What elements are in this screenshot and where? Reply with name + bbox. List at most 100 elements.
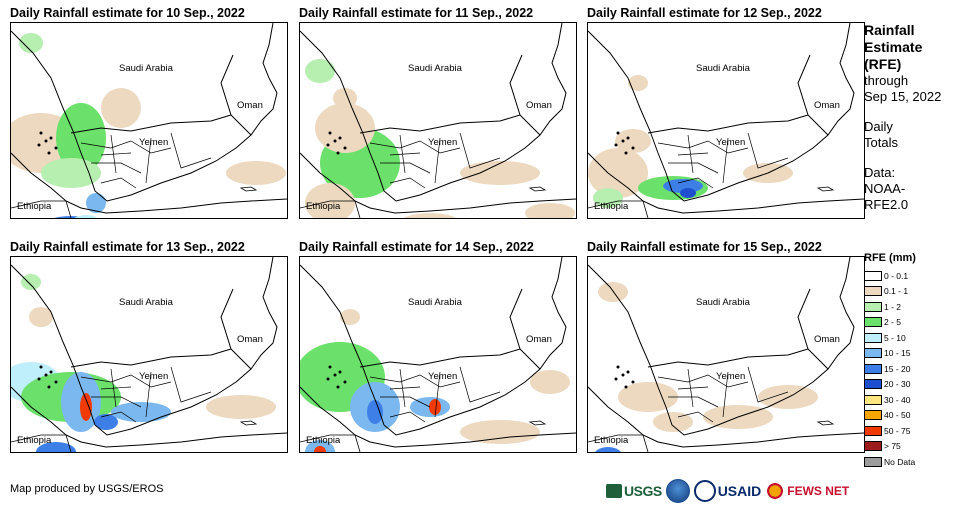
rain-area <box>305 183 355 218</box>
coastline <box>588 257 855 436</box>
island <box>44 373 48 377</box>
map-svg: Saudi ArabiaOmanYemenEthiopiaSomalia <box>11 257 287 452</box>
country-borders <box>647 288 829 370</box>
african-coastline <box>11 386 287 448</box>
country-label: Yemen <box>716 371 745 382</box>
rfe-scale-title: RFE (mm) <box>864 252 916 264</box>
country-label: Yemen <box>716 137 745 148</box>
rainfall-map: Saudi ArabiaOmanYemenEthiopiaSomalia <box>299 22 577 219</box>
legend-swatch <box>864 441 882 452</box>
partner-logos: USGS USAID FEWS NET <box>606 478 849 504</box>
island <box>616 131 620 135</box>
admin-boundaries <box>369 366 501 423</box>
legend: Rainfall Estimate (RFE) through Sep 15, … <box>864 22 964 213</box>
country-label: Saudi Arabia <box>408 297 463 308</box>
africa-borders <box>588 200 649 218</box>
island <box>621 139 625 143</box>
africa-borders <box>300 434 361 452</box>
island <box>343 380 347 384</box>
country-label: Yemen <box>139 137 168 148</box>
fews-sun-icon <box>765 481 786 501</box>
island <box>614 377 618 381</box>
island <box>328 365 332 369</box>
rain-area <box>460 420 540 444</box>
coastline <box>11 257 278 436</box>
island <box>39 365 43 369</box>
rain-area <box>111 402 171 422</box>
legend-item: 40 - 50 <box>864 408 915 424</box>
map-svg: Saudi ArabiaOmanYemenEthiopiaSomalia <box>11 23 287 218</box>
fews-logo-text: FEWS NET <box>787 484 850 498</box>
panel-title: Daily Rainfall estimate for 10 Sep., 202… <box>10 6 245 20</box>
legend-label: 1 - 2 <box>884 301 902 312</box>
legend-label: 30 - 40 <box>884 394 911 405</box>
african-coastline <box>588 152 864 214</box>
legend-title-line: Rainfall <box>864 22 915 38</box>
rain-area <box>680 188 696 198</box>
legend-swatch <box>864 379 882 390</box>
coastline <box>300 23 567 202</box>
coastline <box>588 23 855 202</box>
rain-area <box>305 59 335 83</box>
country-label: Oman <box>237 334 263 345</box>
legend-title: Rainfall Estimate (RFE) <box>864 22 964 73</box>
legend-label: No Data <box>884 456 916 467</box>
legend-swatch <box>864 394 882 405</box>
rain-area <box>101 88 141 128</box>
legend-swatch <box>864 363 882 374</box>
coastline <box>300 257 567 436</box>
legend-item: 0 - 0.1 <box>864 268 915 284</box>
legend-swatch <box>864 348 882 359</box>
africa-borders <box>588 434 649 452</box>
legend-item: 10 - 15 <box>864 346 915 362</box>
island <box>39 131 43 135</box>
rfe-scale: 0 - 0.1 0.1 - 1 1 - 2 2 - 5 5 - 10 10 - 15 15 … <box>864 268 915 470</box>
country-label: Saudi Arabia <box>408 63 463 74</box>
island <box>333 373 337 377</box>
island <box>631 380 635 384</box>
legend-swatch <box>864 425 882 436</box>
island <box>614 143 618 147</box>
rain-area <box>618 382 678 412</box>
legend-swatch <box>864 301 882 312</box>
legend-swatch <box>864 317 882 328</box>
legend-swatch <box>864 456 882 467</box>
legend-title-line: Estimate <box>864 39 923 55</box>
rain-area <box>206 395 276 419</box>
legend-swatch <box>864 286 882 297</box>
island <box>47 385 51 389</box>
legend-label: > 75 <box>884 441 901 452</box>
rainfall-map: Saudi ArabiaOmanYemenEthiopiaSomalia <box>587 22 865 219</box>
usgs-mark-icon <box>606 484 622 498</box>
socotra-island <box>528 186 547 192</box>
country-label: Oman <box>526 100 552 111</box>
map-svg: Saudi ArabiaOmanYemenEthiopiaSomalia <box>588 257 864 452</box>
country-borders <box>647 54 829 136</box>
country-label: Ethiopia <box>594 435 629 446</box>
legend-totals: Daily Totals <box>864 119 964 151</box>
usgs-logo: USGS <box>606 483 662 499</box>
socotra-island <box>239 420 258 426</box>
island <box>624 151 628 155</box>
fews-net-logo: FEWS NET <box>765 481 849 501</box>
panel-title: Daily Rainfall estimate for 14 Sep., 202… <box>299 240 534 254</box>
map-svg: Saudi ArabiaOmanYemenEthiopiaSomalia <box>588 23 864 218</box>
legend-through-line: Sep 15, 2022 <box>864 89 942 104</box>
rain-area <box>404 213 456 218</box>
african-coastline <box>300 152 576 214</box>
country-borders <box>70 54 252 136</box>
rain-area <box>19 33 43 53</box>
panel-title: Daily Rainfall estimate for 13 Sep., 202… <box>10 240 245 254</box>
map-svg: Saudi ArabiaOmanYemenEthiopiaSomalia <box>300 23 576 218</box>
rain-area <box>21 274 41 290</box>
island <box>336 385 340 389</box>
legend-swatch <box>864 332 882 343</box>
legend-label: 0 - 0.1 <box>884 270 909 281</box>
legend-label: 5 - 10 <box>884 332 906 343</box>
african-coastline <box>11 152 287 214</box>
legend-item: > 75 <box>864 439 915 455</box>
rain-area <box>314 446 326 452</box>
rain-area <box>525 203 575 218</box>
island <box>326 377 330 381</box>
legend-item: 30 - 40 <box>864 392 915 408</box>
